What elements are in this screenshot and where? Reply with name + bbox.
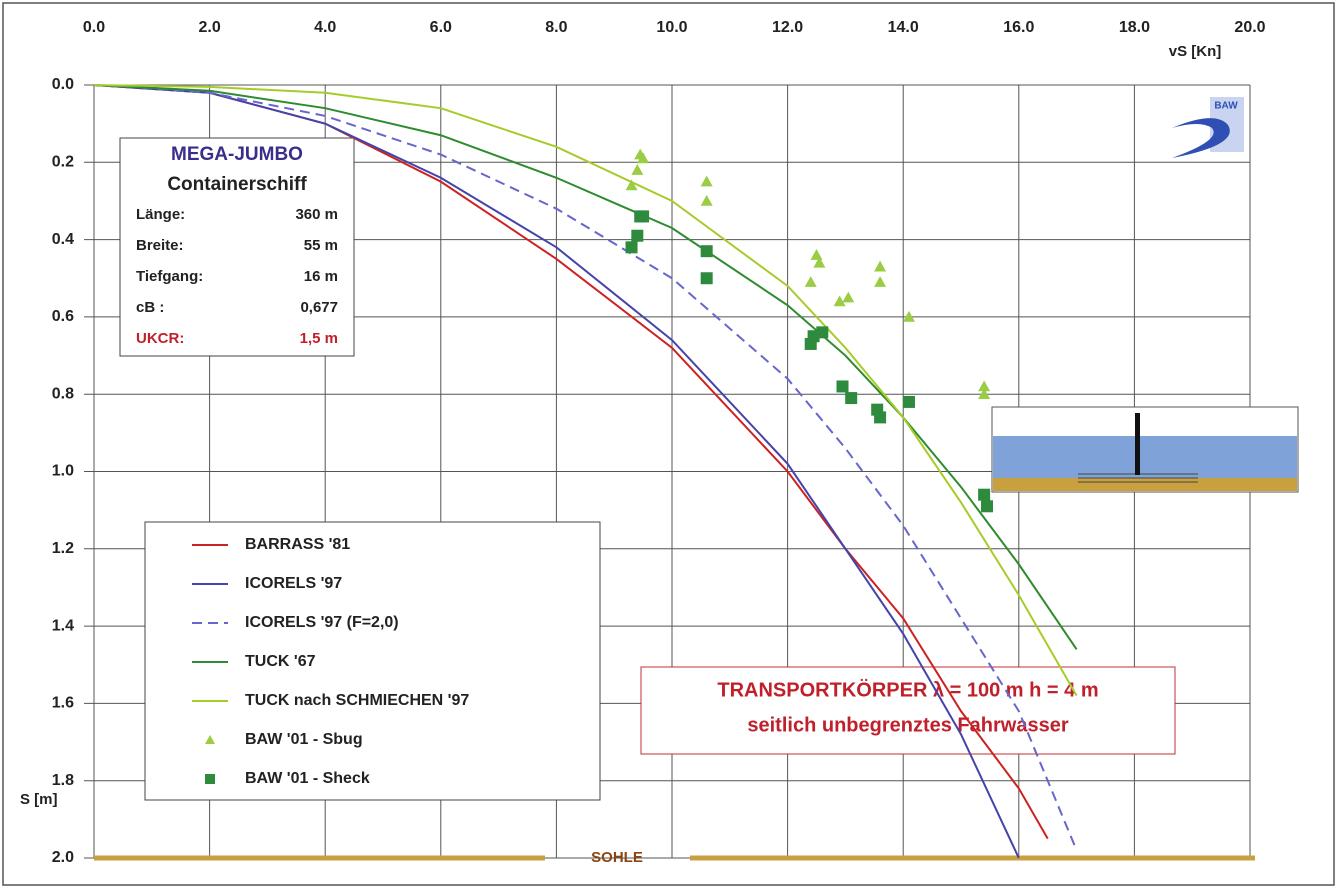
info-label: Länge: xyxy=(136,206,185,223)
scatter-point xyxy=(978,388,991,399)
y-tick-label: 0.2 xyxy=(52,154,74,171)
series-line xyxy=(93,84,1020,859)
y-tick-label: 1.2 xyxy=(52,540,74,557)
legend-label: ICORELS '97 xyxy=(245,575,342,592)
scatter-point xyxy=(833,295,846,307)
legend-label: TUCK nach SCHMIECHEN '97 xyxy=(245,692,469,709)
info-title: MEGA-JUMBO xyxy=(171,144,303,165)
scatter-point xyxy=(836,380,849,393)
x-tick-label: 18.0 xyxy=(1119,19,1150,36)
info-value: 0,677 xyxy=(300,299,338,316)
scatter-point xyxy=(700,175,713,187)
y-tick-label: 1.8 xyxy=(52,772,74,789)
y-tick-label: 1.6 xyxy=(52,695,74,712)
info-box: MEGA-JUMBO Containerschiff Länge: 360 m Br… xyxy=(119,137,355,357)
x-tick-label: 16.0 xyxy=(1003,19,1034,36)
annotation: TRANSPORTKÖRPER λ = 100 m h = 4 m seitli… xyxy=(640,666,1176,755)
scatter-point xyxy=(902,310,915,322)
legend-label: BARRASS '81 xyxy=(245,536,350,553)
y-tick-label: 0.0 xyxy=(52,76,74,93)
info-label: Breite: xyxy=(136,237,184,254)
info-label: Tiefgang: xyxy=(136,268,203,285)
inset-diagram xyxy=(991,406,1299,493)
scatter-point xyxy=(637,152,650,164)
legend-label: ICORELS '97 (F=2,0) xyxy=(245,614,399,631)
x-tick-label: 2.0 xyxy=(198,19,220,36)
annotation-line: TRANSPORTKÖRPER λ = 100 m h = 4 m xyxy=(717,678,1098,701)
scatter-point xyxy=(625,179,638,191)
y-tick-label: 1.4 xyxy=(52,617,74,634)
x-tick-label: 8.0 xyxy=(545,19,567,36)
legend-swatch xyxy=(205,774,215,784)
info-value: 360 m xyxy=(295,206,338,223)
legend-label: TUCK '67 xyxy=(245,653,316,670)
scatter-point xyxy=(631,164,644,175)
scatter-point xyxy=(978,380,991,392)
info-subtitle: Containerschiff xyxy=(167,174,307,195)
scatter-point xyxy=(874,260,887,272)
x-tick-label: 12.0 xyxy=(772,19,803,36)
legend-label: BAW '01 - Sbug xyxy=(245,731,363,748)
legend-label: BAW '01 - Sheck xyxy=(245,770,370,787)
x-tick-label: 0.0 xyxy=(83,19,105,36)
series-line xyxy=(93,84,1078,650)
x-tick-label: 20.0 xyxy=(1234,19,1265,36)
info-label: UKCR: xyxy=(136,330,184,347)
info-value: 55 m xyxy=(304,237,338,254)
info-label: cB : xyxy=(136,299,164,316)
scatter-point xyxy=(625,241,638,254)
x-tick-label: 6.0 xyxy=(430,19,452,36)
legend: BARRASS '81 ICORELS '97 ICORELS '97 (F=2,0… xyxy=(144,521,601,801)
scatter-point xyxy=(842,291,855,303)
y-tick-label: 0.6 xyxy=(52,308,74,325)
scatter-point xyxy=(981,500,994,513)
logo-text: BAW xyxy=(1214,101,1238,112)
scatter-point xyxy=(631,229,644,242)
y-tick-label: 0.4 xyxy=(52,231,74,248)
legend-swatch xyxy=(205,735,215,744)
x-tick-label: 4.0 xyxy=(314,19,336,36)
info-value: 16 m xyxy=(304,268,338,285)
scatter-point xyxy=(845,392,858,405)
scatter-point xyxy=(902,395,915,408)
x-axis-label: vS [Kn] xyxy=(1169,43,1222,60)
scatter-point xyxy=(700,272,713,285)
logo: BAW xyxy=(1172,97,1244,158)
series-line xyxy=(93,84,1078,697)
y-tick-label: 1.0 xyxy=(52,463,74,480)
scatter-point xyxy=(637,210,650,223)
y-tick-label: 0.8 xyxy=(52,385,74,402)
scatter-point xyxy=(816,326,829,339)
scatter-point xyxy=(804,276,817,287)
scatter-point xyxy=(874,276,887,287)
scatter-point xyxy=(978,488,991,501)
series-line xyxy=(93,84,1078,851)
scatter-point xyxy=(813,256,826,268)
scatter-point xyxy=(700,194,713,206)
bed-label: SOHLE xyxy=(591,849,643,866)
scatter-point xyxy=(700,245,713,258)
scatter-point xyxy=(874,411,887,424)
y-tick-label: 2.0 xyxy=(52,849,74,866)
annotation-line: seitlich unbegrenztes Fahrwasser xyxy=(747,714,1068,736)
x-tick-label: 10.0 xyxy=(656,19,687,36)
y-axis-label: S [m] xyxy=(20,791,58,808)
info-value: 1,5 m xyxy=(300,330,338,347)
x-tick-label: 14.0 xyxy=(888,19,919,36)
